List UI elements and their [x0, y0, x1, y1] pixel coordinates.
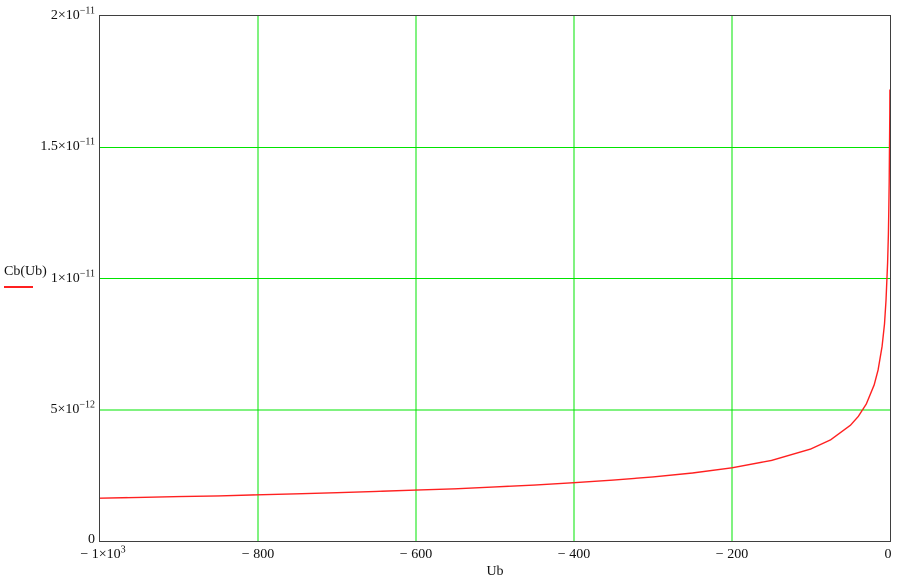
y-tick-label: 2×10−11	[50, 5, 95, 23]
trace-cb-ub-	[100, 89, 890, 499]
legend-trace-marker	[4, 286, 33, 288]
x-tick-label: − 800	[241, 547, 275, 562]
grid-lines	[100, 16, 890, 541]
x-tick-label: − 200	[715, 547, 749, 562]
x-tick-label: − 600	[399, 547, 433, 562]
y-tick-label: 5×10−12	[50, 399, 95, 417]
x-axis-title: Ub	[486, 564, 504, 579]
legend-label: Cb(Ub)	[4, 264, 47, 279]
x-tick-label: − 400	[557, 547, 591, 562]
y-tick-label: 1×10−11	[50, 268, 95, 286]
plot-area	[99, 15, 891, 542]
x-tick-label: − 1×103	[80, 544, 126, 562]
plot-svg	[100, 16, 890, 541]
y-tick-label: 1.5×10−11	[40, 136, 95, 154]
y-tick-label: 0	[88, 532, 95, 547]
x-tick-label: 0	[884, 547, 892, 562]
